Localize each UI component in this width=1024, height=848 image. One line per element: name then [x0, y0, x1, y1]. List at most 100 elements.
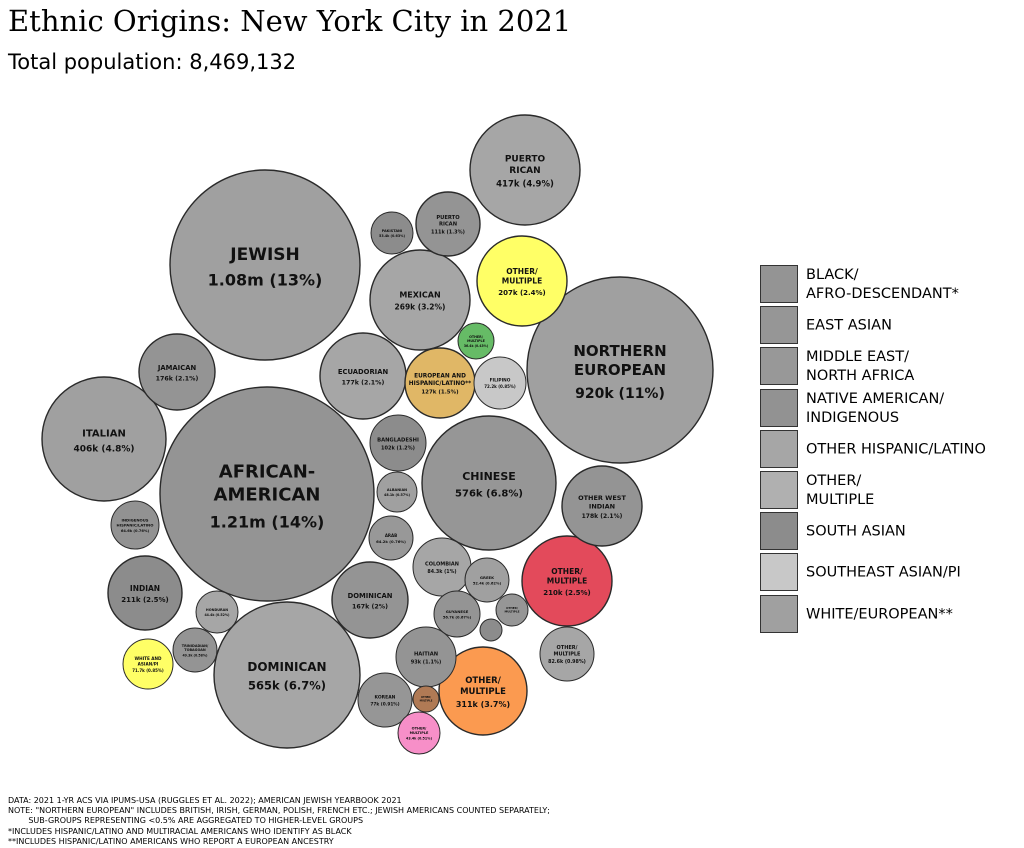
bubble-label: KOREAN	[375, 695, 396, 701]
bubble-circle	[213, 601, 361, 749]
bubble-label: OTHER/	[551, 567, 583, 576]
bubble-circle	[464, 557, 510, 603]
bubble: GUYANESE 56.7k (0.67%)	[433, 590, 481, 638]
legend-item: OTHER/ MULTIPLE	[760, 470, 1022, 511]
bubble-label: PAKISTANI	[382, 229, 403, 233]
bubble-label: MULTIPLE	[420, 699, 433, 702]
bubble-label: GUYANESE	[446, 609, 469, 614]
legend-swatch	[760, 388, 798, 427]
legend-label: BLACK/ AFRO-DESCENDANT*	[806, 267, 959, 302]
bubble-label: MULTIPLE	[502, 277, 542, 286]
bubble-value: 167k (2%)	[352, 603, 388, 610]
bubble-value: 127k (1.5%)	[421, 390, 459, 396]
legend-label: MIDDLE EAST/ NORTH AFRICA	[806, 349, 915, 385]
legend-label: OTHER HISPANIC/LATINO	[806, 441, 986, 458]
legend-swatch	[760, 429, 798, 468]
footnotes: DATA: 2021 1-YR ACS VIA IPUMS-USA (RUGGL…	[8, 796, 550, 847]
bubble-circle	[107, 555, 183, 631]
bubble-label: MULTIPLE	[410, 731, 429, 735]
bubble-circle	[195, 590, 239, 634]
bubble-label: HONDURAN	[206, 608, 228, 612]
bubble-label: DOMINICAN	[348, 592, 393, 600]
bubble: OTHER/MULTIPLE	[495, 593, 529, 627]
bubble-value: 920k (11%)	[575, 386, 665, 402]
legend-item: OTHER HISPANIC/LATINO	[760, 429, 1022, 470]
bubble-value: 53.4k (0.63%)	[379, 234, 405, 238]
bubble-label: GREEK	[480, 575, 495, 580]
bubble-label: CHINESE	[462, 470, 516, 483]
bubble-label: TRINIDADIAN/	[182, 644, 209, 648]
footnote-line: NOTE: "NORTHERN EUROPEAN" INCLUDES BRITI…	[8, 806, 550, 816]
bubble-label: MULTIPLE	[504, 610, 519, 614]
bubble: ITALIAN 406k (4.8%)	[41, 376, 167, 502]
bubble-circle	[369, 414, 427, 472]
bubble-label: JEWISH	[229, 245, 300, 265]
bubble-label: MULTIPLE	[554, 652, 582, 658]
legend-label: WHITE/EUROPEAN**	[806, 606, 953, 622]
bubble-circle	[476, 235, 568, 327]
bubble-label: HISPANIC/LATINO	[117, 522, 155, 527]
bubble-label: INDIGENOUS	[121, 517, 148, 522]
bubble-value: 44.4k (0.52%)	[204, 613, 230, 617]
bubble-label: MULTIPLE	[460, 687, 506, 697]
bubble-label: PUERTO	[505, 155, 546, 165]
bubble-circle	[457, 322, 495, 360]
bubble: ECUADORIAN 177k (2.1%)	[319, 332, 407, 420]
bubble-value: 102k (1.2%)	[381, 445, 415, 451]
bubble-label: OTHER/	[506, 606, 519, 610]
bubble-circle	[526, 276, 714, 464]
bubble-label: ASIAN/PI	[138, 661, 159, 666]
bubble-label: EUROPEAN	[574, 361, 666, 379]
bubble-label: OTHER/	[465, 676, 501, 686]
bubble-label: INDIAN	[589, 502, 615, 510]
bubble-circle	[495, 593, 529, 627]
bubble-label: ITALIAN	[82, 428, 126, 439]
legend-swatch	[760, 512, 798, 551]
bubble-circle	[331, 561, 409, 639]
bubble-value: 406k (4.8%)	[73, 444, 134, 454]
bubble-value: 269k (3.2%)	[395, 303, 446, 312]
legend-item: SOUTH ASIAN	[760, 512, 1022, 552]
legend: BLACK/ AFRO-DESCENDANT* EAST ASIAN MIDDLE …	[760, 265, 1022, 636]
bubble-value: 64.6k (0.76%)	[121, 529, 150, 533]
bubble-label: RICAN	[439, 222, 457, 228]
legend-item: MIDDLE EAST/ NORTH AFRICA	[760, 347, 1022, 387]
bubble-value: 84.3k (1%)	[427, 569, 456, 575]
bubble-label: MULTIPLE	[467, 339, 486, 343]
bubble-label: MULTIPLE	[547, 577, 587, 586]
bubble-circle	[539, 626, 595, 682]
bubble-value: 576k (6.8%)	[455, 488, 523, 499]
bubble-value: 49.3k (0.58%)	[182, 653, 208, 657]
bubble-value: 211k (2.5%)	[121, 596, 169, 604]
bubble-circle	[521, 535, 613, 627]
bubble-label: ARAB	[385, 533, 397, 538]
bubble: AFRICAN-AMERICAN 1.21m (14%)	[159, 386, 375, 602]
legend-label: SOUTHEAST ASIAN/PI	[806, 564, 961, 581]
bubble-label: HAITIAN	[414, 651, 438, 657]
legend-swatch	[760, 265, 798, 303]
bubble-label: AFRICAN-	[219, 462, 315, 483]
bubble-label: OTHER/	[421, 696, 431, 699]
bubble-circle	[368, 515, 414, 561]
legend-swatch	[760, 347, 798, 386]
bubble-circle	[169, 169, 361, 361]
bubble-label: EUROPEAN AND	[414, 374, 466, 380]
legend-swatch	[760, 594, 798, 633]
bubble-label: OTHER WEST	[578, 494, 626, 502]
legend-item: SOUTHEAST ASIAN/PI	[760, 553, 1022, 593]
bubble-value: 111k (1.3%)	[431, 230, 465, 236]
legend-item: WHITE/EUROPEAN**	[760, 594, 1022, 635]
bubble-label: BANGLADESHI	[377, 437, 419, 443]
